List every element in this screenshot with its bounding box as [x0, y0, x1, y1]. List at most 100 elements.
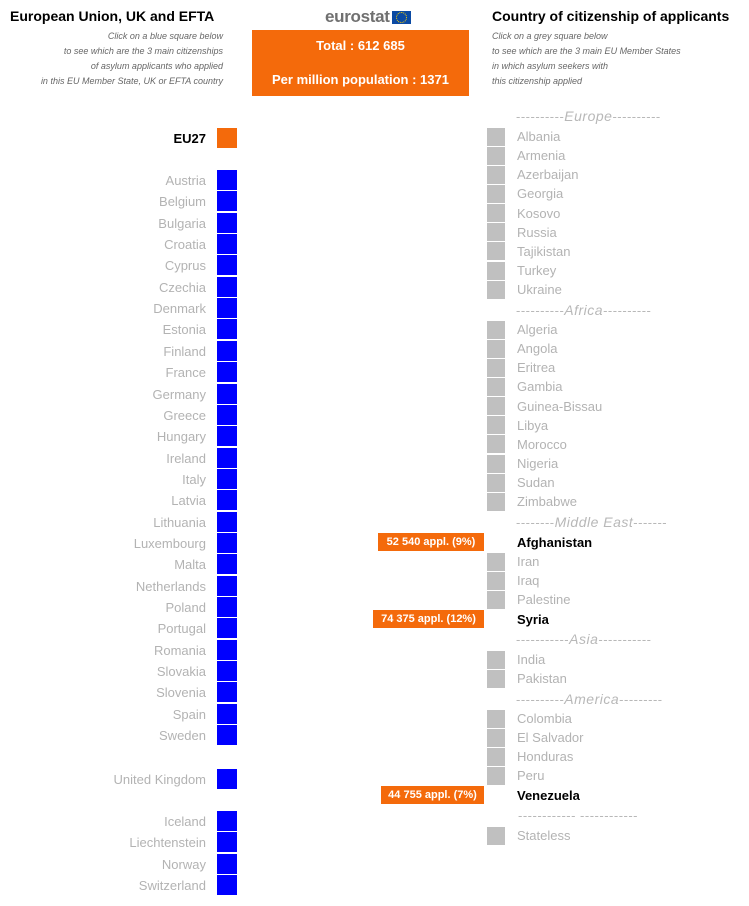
country-square-netherlands[interactable] [217, 575, 237, 596]
country-square-sweden[interactable] [217, 725, 237, 746]
country-square-croatia[interactable] [217, 234, 237, 255]
citizenship-label-nigeria: Nigeria [517, 456, 559, 472]
country-label-latvia: Latvia [171, 493, 206, 509]
region-separator-europe: ----------Europe---------- [516, 108, 661, 124]
country-square-slovenia[interactable] [217, 682, 237, 703]
country-square-ireland[interactable] [217, 447, 237, 468]
citizenship-square-stateless[interactable] [487, 826, 505, 845]
citizenship-label-iraq: Iraq [517, 573, 540, 589]
country-label-netherlands: Netherlands [135, 578, 206, 594]
country-square-hungary[interactable] [217, 426, 237, 447]
country-label-bulgaria: Bulgaria [158, 215, 206, 231]
country-label-liechtenstein: Liechtenstein [129, 835, 206, 851]
right-instruction-line: in which asylum seekers with [492, 61, 609, 71]
citizenship-square-iran[interactable] [487, 552, 505, 571]
citizenship-square-ukraine[interactable] [487, 280, 505, 299]
citizenship-square-russia[interactable] [487, 223, 505, 242]
country-label-greece: Greece [163, 407, 206, 423]
country-label-austria: Austria [165, 173, 206, 188]
country-square-estonia[interactable] [217, 319, 237, 340]
citizenship-square-tajikistan[interactable] [487, 242, 505, 261]
country-square-germany[interactable] [217, 383, 237, 404]
region-label: Middle East [554, 514, 634, 530]
citizenship-square-peru[interactable] [487, 766, 505, 785]
citizenship-square-nigeria[interactable] [487, 454, 505, 473]
bar-syria: 74 375 appl. (12%) [373, 610, 484, 628]
country-square-malta[interactable] [217, 554, 237, 575]
country-square-belgium[interactable] [217, 191, 237, 212]
citizenship-square-angola[interactable] [487, 339, 505, 358]
country-label-france: France [165, 365, 206, 381]
country-square-bulgaria[interactable] [217, 212, 237, 233]
citizenship-square-sudan[interactable] [487, 473, 505, 492]
citizenship-square-georgia[interactable] [487, 184, 505, 203]
citizenship-square-kosovo[interactable] [487, 204, 505, 223]
dashes: ---------- [516, 692, 565, 707]
citizenship-label-colombia: Colombia [517, 711, 572, 726]
uk-square[interactable] [217, 769, 237, 789]
country-square-austria[interactable] [217, 170, 237, 190]
right-instruction-line: to see which are the 3 main EU Member St… [492, 46, 681, 56]
dashes: ---------- [612, 109, 661, 124]
country-square-norway[interactable] [217, 853, 237, 874]
country-square-denmark[interactable] [217, 298, 237, 319]
country-square-switzerland[interactable] [217, 875, 237, 896]
citizenship-square-colombia[interactable] [487, 709, 505, 728]
region-separator-middle-east: --------Middle East------- [516, 514, 667, 530]
citizenship-square-turkey[interactable] [487, 261, 505, 280]
country-label-malta: Malta [174, 557, 206, 573]
country-square-iceland[interactable] [217, 811, 237, 831]
citizenship-square-gambia[interactable] [487, 377, 505, 396]
left-instructions: Click on a blue square below to see whic… [41, 29, 223, 89]
citizenship-square-eritrea[interactable] [487, 358, 505, 377]
country-label-slovenia: Slovenia [156, 685, 206, 701]
country-square-portugal[interactable] [217, 618, 237, 639]
country-square-romania[interactable] [217, 639, 237, 660]
citizenship-label-morocco: Morocco [517, 436, 567, 452]
left-instruction-line: Click on a blue square below [107, 31, 223, 41]
country-square-lithuania[interactable] [217, 511, 237, 532]
country-square-poland[interactable] [217, 597, 237, 617]
left-instruction-line: to see which are the 3 main citizenships [63, 46, 223, 56]
eu27-square[interactable] [217, 128, 237, 148]
country-label-iceland: Iceland [164, 814, 206, 829]
citizenship-square-morocco[interactable] [487, 435, 505, 454]
country-square-italy[interactable] [217, 468, 237, 489]
bar-afghanistan: 52 540 appl. (9%) [378, 533, 484, 551]
country-square-spain[interactable] [217, 703, 237, 724]
country-square-slovakia[interactable] [217, 661, 237, 682]
country-square-finland[interactable] [217, 340, 237, 361]
country-square-cyprus[interactable] [217, 255, 237, 276]
right-instruction-line: Click on a grey square below [492, 31, 608, 41]
citizenship-square-armenia[interactable] [487, 146, 505, 165]
dashes: ------- [633, 515, 668, 530]
citizenship-square-algeria[interactable] [487, 320, 505, 339]
country-square-luxembourg[interactable] [217, 532, 237, 553]
country-square-greece[interactable] [217, 404, 237, 425]
citizenship-square-guinea-bissau[interactable] [487, 397, 505, 416]
country-square-france[interactable] [217, 362, 237, 383]
eu-flag-icon [391, 10, 411, 24]
region-label: Europe [564, 108, 613, 124]
citizenship-label-georgia: Georgia [517, 186, 564, 202]
citizenship-square-palestine[interactable] [487, 590, 505, 609]
country-label-norway: Norway [161, 856, 206, 872]
citizenship-square-pakistan[interactable] [487, 669, 505, 688]
citizenship-square-zimbabwe[interactable] [487, 492, 505, 511]
citizenship-square-iraq[interactable] [487, 571, 505, 590]
left-title: European Union, UK and EFTA [10, 8, 215, 24]
dashes: ---------- [516, 109, 565, 124]
citizenship-square-india[interactable] [487, 650, 505, 669]
citizenship-square-albania[interactable] [487, 127, 505, 146]
citizenship-square-libya[interactable] [487, 416, 505, 435]
citizenship-square-azerbaijan[interactable] [487, 165, 505, 184]
region-separator-america: ----------America--------- [516, 691, 663, 707]
country-square-latvia[interactable] [217, 490, 237, 511]
country-label-croatia: Croatia [164, 237, 206, 253]
citizenship-square-honduras[interactable] [487, 747, 505, 766]
citizenship-label-sudan: Sudan [517, 475, 555, 491]
citizenship-label-honduras: Honduras [517, 749, 574, 765]
citizenship-square-el-salvador[interactable] [487, 728, 505, 747]
country-square-czechia[interactable] [217, 276, 237, 297]
country-square-liechtenstein[interactable] [217, 832, 237, 853]
